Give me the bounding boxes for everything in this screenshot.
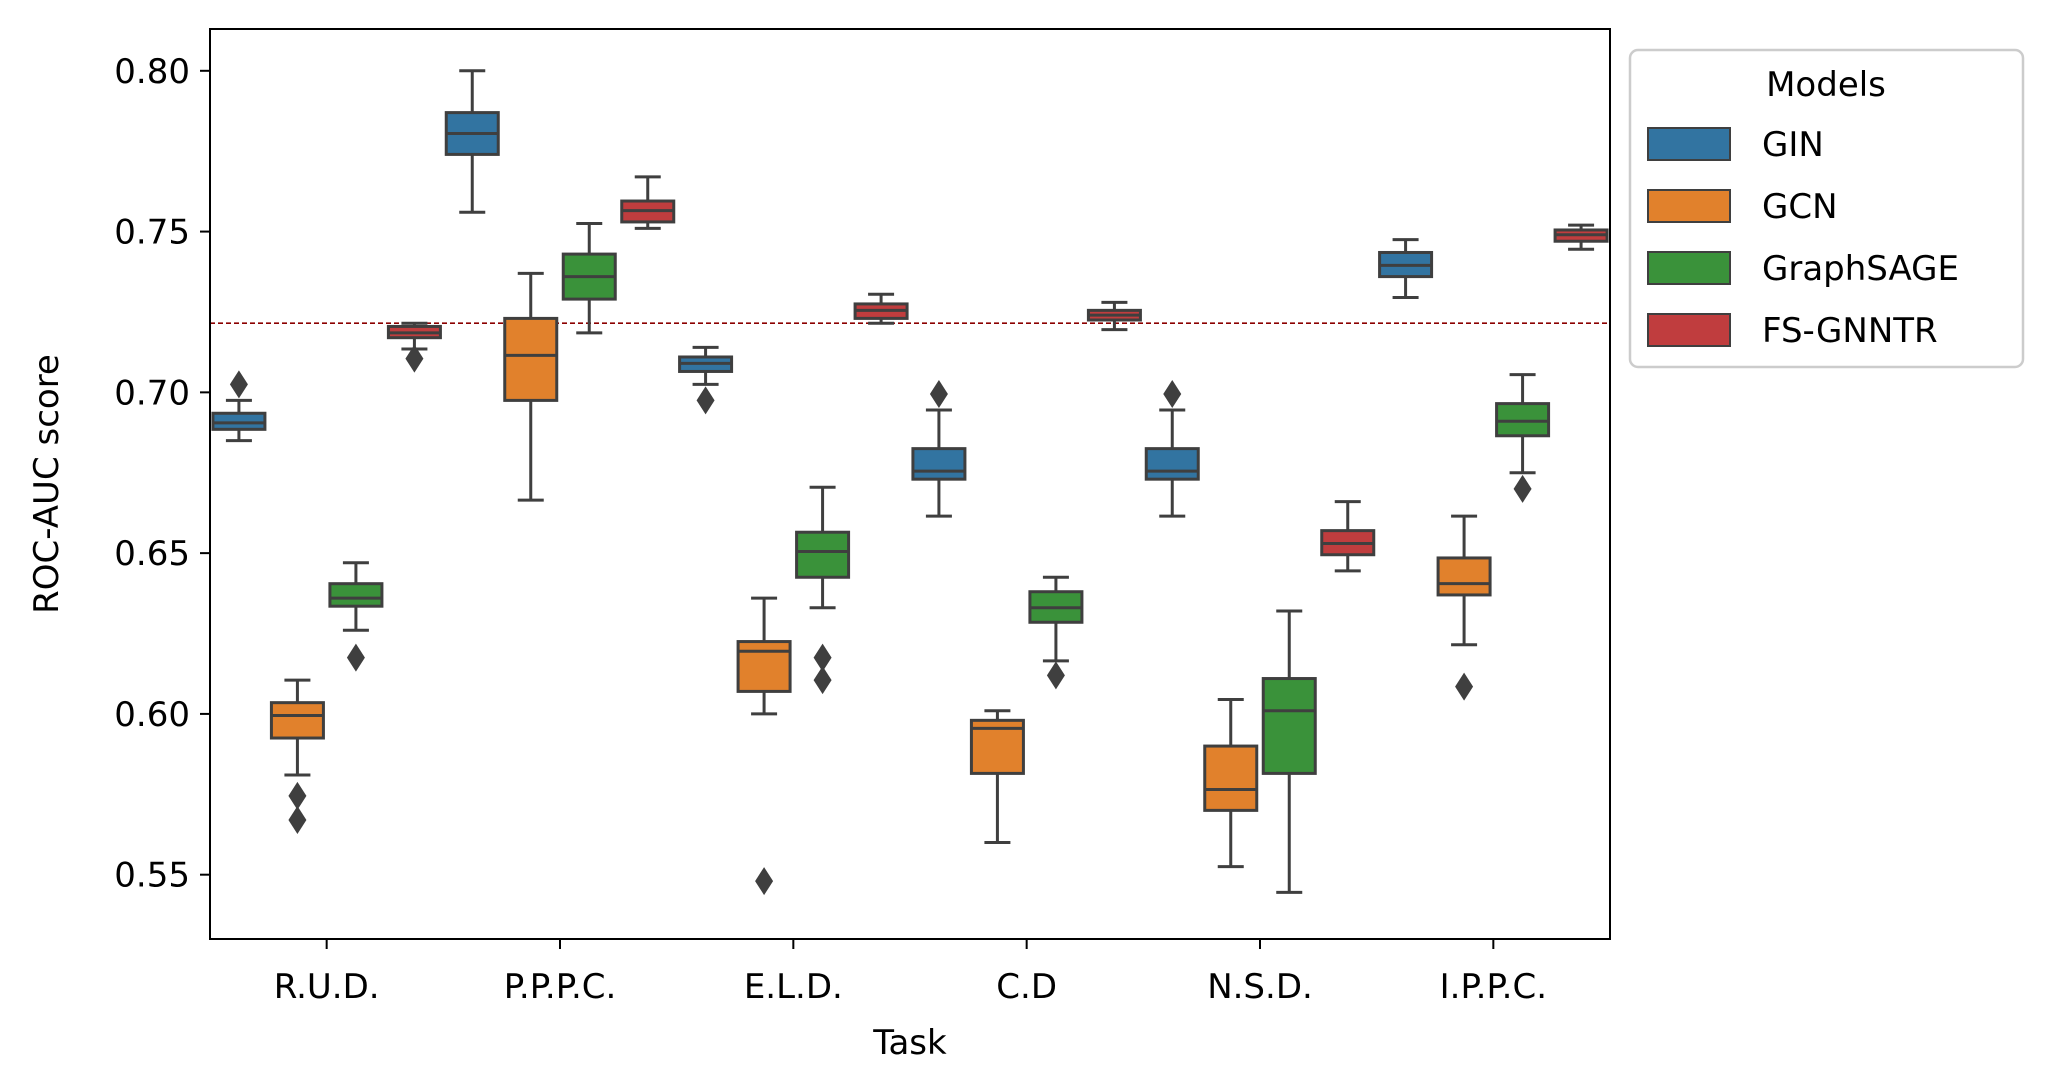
series-group bbox=[211, 69, 1434, 518]
legend-swatch bbox=[1647, 251, 1731, 285]
outlier-marker bbox=[1513, 474, 1532, 503]
series-group bbox=[269, 271, 1492, 896]
outlier-marker bbox=[813, 666, 832, 695]
box-group bbox=[795, 485, 851, 695]
plot-background bbox=[210, 29, 1610, 939]
outlier-marker bbox=[755, 867, 774, 896]
box-group bbox=[561, 222, 617, 335]
series-group bbox=[328, 222, 1551, 894]
x-tick-label: P.P.P.C. bbox=[504, 967, 617, 1007]
x-tick-label: I.P.P.C. bbox=[1440, 967, 1547, 1007]
box-group bbox=[1320, 500, 1376, 573]
y-tick-label: 0.55 bbox=[114, 856, 190, 896]
legend-swatch bbox=[1647, 313, 1731, 347]
box-group bbox=[1261, 609, 1317, 894]
box bbox=[736, 640, 792, 693]
outlier-marker bbox=[696, 386, 715, 415]
legend-item: GraphSAGE bbox=[1647, 249, 1959, 289]
box bbox=[211, 411, 267, 431]
box-group bbox=[620, 175, 676, 230]
box-group bbox=[1378, 238, 1434, 299]
box-group bbox=[211, 370, 267, 443]
box-group bbox=[1086, 300, 1142, 332]
y-tick-label: 0.80 bbox=[114, 52, 190, 92]
x-axis: R.U.D. P.P.P.C. E.L.D. C.D N.S.D. I.P.P.C. bbox=[274, 939, 1547, 1007]
legend-title: Models bbox=[1766, 65, 1886, 105]
y-axis-label: ROC-AUC score bbox=[27, 354, 67, 614]
x-tick-label: E.L.D. bbox=[744, 967, 843, 1007]
box-group bbox=[911, 379, 967, 518]
y-tick-label: 0.65 bbox=[114, 534, 190, 574]
outlier-marker bbox=[813, 643, 832, 672]
outlier-marker bbox=[346, 643, 365, 672]
x-tick-label: C.D bbox=[996, 967, 1057, 1007]
box bbox=[1203, 744, 1259, 812]
legend-item: GIN bbox=[1647, 125, 1824, 165]
legend: Models GIN GCN GraphSAGE FS-GNNTR bbox=[1628, 48, 2025, 369]
outlier-marker bbox=[1455, 672, 1474, 701]
box-group bbox=[503, 271, 559, 502]
outlier-marker bbox=[1046, 661, 1065, 690]
box-group bbox=[328, 561, 384, 672]
legend-item: FS-GNNTR bbox=[1647, 311, 1938, 351]
outlier-marker bbox=[288, 781, 307, 810]
legend-items: GIN GCN GraphSAGE FS-GNNTR bbox=[1647, 125, 1959, 351]
box bbox=[795, 530, 851, 579]
box bbox=[1261, 677, 1317, 775]
box bbox=[1495, 402, 1551, 438]
legend-label: GIN bbox=[1762, 125, 1824, 165]
legend-swatch bbox=[1647, 127, 1731, 161]
y-tick-label: 0.70 bbox=[114, 373, 190, 413]
outlier-marker bbox=[929, 379, 948, 408]
outlier-marker bbox=[1163, 379, 1182, 408]
series-group bbox=[386, 175, 1609, 573]
box-group bbox=[1553, 223, 1609, 251]
box bbox=[328, 582, 384, 608]
box-group bbox=[1144, 379, 1200, 518]
legend-item: GCN bbox=[1647, 187, 1838, 227]
legend-label: FS-GNNTR bbox=[1762, 311, 1938, 351]
legend-label: GCN bbox=[1762, 187, 1838, 227]
x-tick-label: N.S.D. bbox=[1207, 967, 1313, 1007]
y-axis: 0.55 0.60 0.65 0.70 0.75 0.80 bbox=[114, 52, 210, 896]
box-group bbox=[1436, 514, 1492, 701]
y-tick-label: 0.60 bbox=[114, 695, 190, 735]
box-group bbox=[1028, 575, 1084, 690]
boxes-layer bbox=[211, 69, 1609, 896]
box bbox=[269, 701, 325, 740]
box bbox=[503, 316, 559, 402]
box-group bbox=[269, 678, 325, 835]
box-group bbox=[386, 321, 442, 373]
box-group bbox=[1495, 373, 1551, 503]
box bbox=[1144, 447, 1200, 481]
box bbox=[911, 447, 967, 481]
x-tick-label: R.U.D. bbox=[274, 967, 380, 1007]
box-group bbox=[736, 596, 792, 896]
outlier-marker bbox=[405, 344, 424, 373]
outlier-marker bbox=[229, 370, 248, 399]
box-group bbox=[444, 69, 500, 214]
box-group bbox=[1203, 697, 1259, 869]
x-axis-label: Task bbox=[872, 1023, 947, 1063]
box bbox=[1436, 556, 1492, 597]
outlier-marker bbox=[288, 806, 307, 835]
box-group bbox=[678, 345, 734, 415]
legend-label: GraphSAGE bbox=[1762, 249, 1959, 289]
y-tick-label: 0.75 bbox=[114, 213, 190, 253]
box-group bbox=[853, 292, 909, 325]
legend-swatch bbox=[1647, 189, 1731, 223]
plot-frame bbox=[209, 28, 1611, 940]
box-group bbox=[969, 709, 1025, 845]
